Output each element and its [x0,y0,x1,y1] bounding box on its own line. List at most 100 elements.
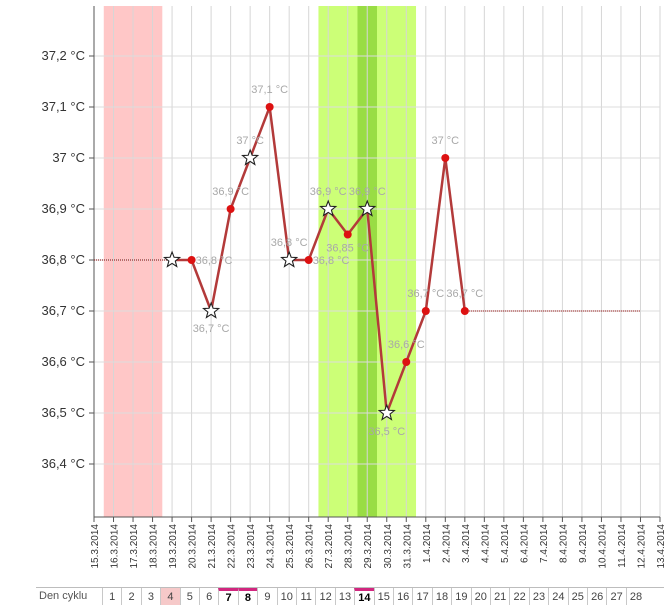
data-label: 37 °C [431,135,459,147]
data-point [441,154,450,162]
cycle-day-label: Den cyklu [39,590,88,602]
cycle-day-16: 16 [393,588,412,605]
temperature-chart: 36,4 °C 36,5 °C 36,6 °C 36,7 °C 36,8 °C 36,9 … [41,6,666,569]
x-tick-label: 28.3.2014 [344,524,355,569]
data-point [343,230,352,239]
data-point [265,103,274,111]
x-tick-label: 19.3.2014 [168,524,179,569]
data-label: 36,5 °C [368,426,405,438]
x-tick-label: 3.4.2014 [461,524,472,563]
data-label: 37 °C [236,135,264,147]
x-tick-label: 10.4.2014 [597,524,608,569]
x-tick-label: 22.3.2014 [227,524,238,569]
cycle-day-23: 23 [528,588,548,605]
cycle-day-3: 3 [140,588,160,605]
cycle-day-18: 18 [431,588,451,605]
y-tick-label: 36,4 °C [41,456,85,471]
data-label: 36,8 °C [271,237,308,249]
cycle-day-11: 11 [296,588,315,605]
data-point [421,307,430,315]
x-tick-label: 20.3.2014 [188,524,199,569]
data-label: 36,7 °C [407,288,444,300]
x-tick-label: 26.3.2014 [305,524,316,569]
data-point-star [280,250,299,268]
x-tick-label: 11.4.2014 [617,524,628,568]
cycle-day-15: 15 [373,588,393,605]
data-label: 36,85 °C [326,243,369,255]
chart-axes [93,6,660,518]
x-tick-label: 4.4.2014 [480,524,491,563]
x-tick-label: 9.4.2014 [578,524,589,563]
data-label: 37,1 °C [251,84,288,96]
cycle-day-bar: Den cyklu 1 2 3 4 5 6 7 8 9 10 11 12 13 14 15 16 17 18 19 2… [36,587,664,605]
y-tick-label: 37,1 °C [41,99,85,114]
cycle-day-5: 5 [179,588,199,605]
cycle-day-6: 6 [199,588,218,605]
data-point [460,307,469,315]
y-axis-tick-labels: 36,4 °C 36,5 °C 36,6 °C 36,7 °C 36,8 °C 36,9 … [41,48,94,471]
cycle-day-14: 14 [354,588,374,605]
y-tick-label: 36,7 °C [41,303,85,318]
x-tick-label: 21.3.2014 [207,524,218,569]
cycle-day-7: 7 [218,588,238,605]
cycle-day-26: 26 [587,588,606,605]
y-tick-label: 36,8 °C [41,252,85,267]
x-tick-label: 17.3.2014 [129,524,140,569]
x-tick-label: 2.4.2014 [441,524,452,563]
cycle-phase-bands [103,6,417,517]
y-tick-label: 37 °C [52,150,85,165]
x-tick-label: 15.3.2014 [90,524,101,569]
data-label: 36,8 °C [196,255,233,267]
cycle-day-17: 17 [412,588,431,605]
data-point-star [241,148,260,166]
data-point-star [162,250,182,268]
x-tick-label: 29.3.2014 [363,524,374,569]
x-tick-label: 24.3.2014 [266,524,277,569]
x-tick-label: 23.3.2014 [246,524,257,569]
x-tick-label: 31.3.2014 [402,524,413,569]
data-point-star [358,199,377,217]
x-axis-tick-labels: 15.3.2014 16.3.2014 17.3.2014 18.3.2014 19.3… [90,517,666,569]
cycle-day-22: 22 [509,588,528,605]
y-tick-label: 36,9 °C [41,201,85,216]
temperature-points [162,103,469,421]
temperature-series [172,105,467,415]
data-label: 36,9 °C [349,186,386,198]
cycle-day-12: 12 [315,588,334,605]
cycle-day-10: 10 [276,588,296,605]
x-tick-label: 16.3.2014 [110,524,121,569]
cycle-day-2: 2 [121,588,140,605]
cycle-day-28: 28 [625,588,645,605]
data-point [226,205,235,213]
data-label: 36,7 °C [446,288,483,300]
y-tick-label: 37,2 °C [41,48,85,63]
cycle-day-25: 25 [567,588,587,605]
data-point [187,256,196,264]
x-tick-label: 27.3.2014 [324,524,335,569]
x-tick-label: 18.3.2014 [149,524,160,569]
cycle-day-21: 21 [490,588,509,605]
data-label: 36,9 °C [212,186,249,198]
temperature-data-labels: 36,8 °C 36,7 °C 36,9 °C 37 °C 37,1 °C 36,8 °C… [193,84,484,438]
data-point [304,256,313,264]
cycle-day-8: 8 [237,588,258,605]
cycle-day-20: 20 [470,588,490,605]
cycle-day-24: 24 [548,588,567,605]
cycle-day-4: 4 [160,588,180,605]
data-point [402,358,411,366]
x-tick-label: 12.4.2014 [636,524,647,569]
cycle-day-9: 9 [257,588,276,605]
chart-grid [93,6,661,517]
x-tick-label: 25.3.2014 [285,524,296,569]
y-tick-label: 36,5 °C [41,405,85,420]
data-label: 36,9 °C [310,186,347,198]
data-label: 36,6 °C [388,339,425,351]
x-tick-label: 7.4.2014 [539,524,550,563]
x-tick-label: 13.4.2014 [656,524,666,569]
data-label: 36,8 °C [313,255,350,267]
cycle-day-1: 1 [102,588,121,605]
y-tick-label: 36,6 °C [41,354,85,369]
coverlines [94,259,641,312]
x-tick-label: 30.3.2014 [383,524,394,569]
x-tick-label: 5.4.2014 [500,524,511,563]
